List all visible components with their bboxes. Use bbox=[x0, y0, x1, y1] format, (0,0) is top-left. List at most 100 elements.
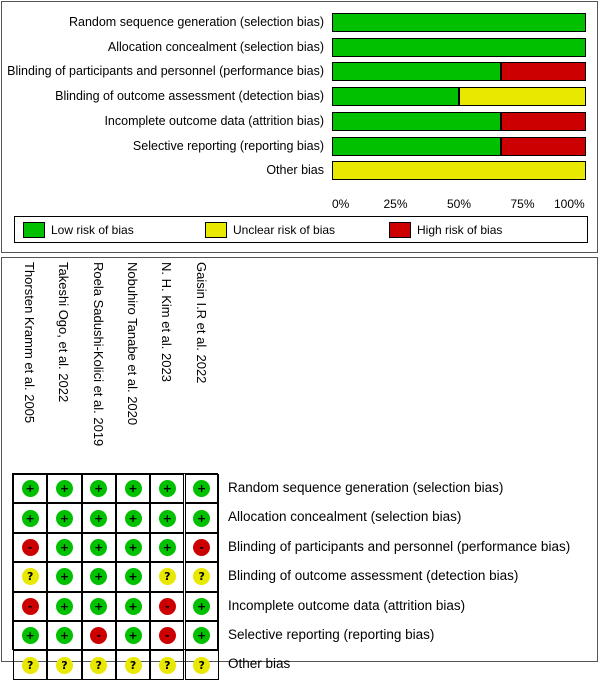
judgement-dot: + bbox=[158, 538, 176, 556]
judgement-dot: ? bbox=[21, 568, 39, 586]
judgement-cell: + bbox=[184, 503, 219, 533]
bar-segment bbox=[501, 136, 586, 156]
judgement-dot: ? bbox=[193, 568, 211, 586]
judgement-dot: + bbox=[90, 509, 108, 527]
judgement-dot: + bbox=[124, 480, 142, 498]
judgement-dot: - bbox=[158, 597, 176, 615]
judgement-dot: ? bbox=[21, 656, 39, 674]
domain-label: Incomplete outcome data (attrition bias) bbox=[228, 597, 466, 613]
legend-swatch bbox=[205, 222, 227, 238]
judgement-cell: + bbox=[81, 532, 116, 563]
judgement-cell: - bbox=[184, 532, 219, 563]
judgement-cell: + bbox=[115, 532, 151, 563]
judgement-dot: + bbox=[90, 480, 108, 498]
judgement-cell: + bbox=[13, 621, 48, 651]
judgement-cell: - bbox=[150, 591, 185, 621]
legend: Low risk of bias Unclear risk of bias High… bbox=[14, 216, 588, 243]
bar-category-label: Allocation concealment (selection bias) bbox=[107, 39, 324, 54]
bar-category-label: Selective reporting (reporting bias) bbox=[132, 138, 324, 153]
judgement-dot: + bbox=[124, 538, 142, 556]
bar-segment bbox=[459, 87, 586, 107]
judgement-cell: + bbox=[184, 621, 219, 651]
study-label: Thorsten Kramm et al. 2005 bbox=[22, 262, 38, 424]
judgement-dot: + bbox=[193, 509, 211, 527]
study-label: Nobuhiro Tanabe et al. 2020 bbox=[125, 262, 141, 426]
bar-segment bbox=[332, 37, 586, 57]
legend-swatch bbox=[389, 222, 411, 238]
judgement-cell: + bbox=[115, 474, 151, 504]
judgement-dot: ? bbox=[158, 568, 176, 586]
judgement-dot: + bbox=[193, 597, 211, 615]
judgement-dot: + bbox=[124, 568, 142, 586]
judgement-cell: + bbox=[115, 591, 151, 621]
judgement-dot: + bbox=[124, 597, 142, 615]
bar-row bbox=[332, 136, 586, 156]
judgement-dot: ? bbox=[193, 656, 211, 674]
judgement-cell: - bbox=[13, 532, 48, 563]
judgement-cell: + bbox=[81, 562, 116, 592]
judgement-dot: - bbox=[21, 538, 39, 556]
judgement-dot: + bbox=[158, 509, 176, 527]
judgement-dot: + bbox=[21, 480, 39, 498]
judgement-cell: ? bbox=[150, 650, 185, 680]
judgement-cell: + bbox=[115, 503, 151, 533]
study-label: Roela Sadushi-Kolici et al. 2019 bbox=[90, 262, 106, 447]
bar-category-label: Blinding of outcome assessment (detectio… bbox=[55, 89, 324, 104]
x-tick-label: 25% bbox=[383, 197, 408, 211]
legend-label: Low risk of bias bbox=[51, 223, 134, 237]
judgement-dot: + bbox=[193, 627, 211, 645]
judgement-cell: + bbox=[47, 474, 82, 504]
judgement-cell: - bbox=[150, 621, 185, 651]
judgement-cell: + bbox=[184, 474, 219, 504]
judgement-dot: + bbox=[21, 509, 39, 527]
study-label: N. H. Kim et al. 2023 bbox=[159, 262, 175, 382]
judgement-cell: - bbox=[13, 591, 48, 621]
judgement-dot: + bbox=[193, 480, 211, 498]
bar-segment bbox=[332, 87, 459, 107]
bar-row bbox=[332, 62, 586, 82]
judgement-cell: + bbox=[150, 532, 185, 563]
judgement-dot: + bbox=[90, 568, 108, 586]
study-label: Gaisin I.R et al. 2022 bbox=[193, 262, 209, 384]
bar-category-label: Other bias bbox=[266, 163, 324, 178]
judgement-cell: + bbox=[81, 474, 116, 504]
judgement-dot: ? bbox=[55, 656, 73, 674]
judgement-cell: + bbox=[115, 562, 151, 592]
bar-row bbox=[332, 13, 586, 32]
judgement-dot: - bbox=[21, 597, 39, 615]
judgement-dot: + bbox=[21, 627, 39, 645]
judgement-dot: + bbox=[158, 480, 176, 498]
bar-segment bbox=[501, 62, 586, 82]
x-tick-label: 50% bbox=[447, 197, 472, 211]
judgement-cell: ? bbox=[13, 562, 48, 592]
judgement-dot: + bbox=[55, 568, 73, 586]
bar-segment bbox=[332, 161, 586, 181]
judgement-cell: ? bbox=[150, 562, 185, 592]
bar-row bbox=[332, 37, 586, 57]
judgement-dot: - bbox=[90, 627, 108, 645]
bar-segment bbox=[332, 111, 502, 131]
judgement-dot: + bbox=[90, 597, 108, 615]
legend-label: Unclear risk of bias bbox=[233, 223, 336, 237]
judgement-cell: ? bbox=[81, 650, 116, 680]
judgement-cell: + bbox=[81, 503, 116, 533]
judgement-cell: + bbox=[150, 474, 185, 504]
bar-category-label: Blinding of participants and personnel (… bbox=[7, 64, 324, 79]
judgement-dot: + bbox=[55, 538, 73, 556]
legend-swatch bbox=[23, 222, 45, 238]
x-tick-label: 0% bbox=[332, 197, 350, 211]
judgement-dot: + bbox=[90, 538, 108, 556]
judgement-cell: + bbox=[47, 591, 82, 621]
bar-category-label: Random sequence generation (selection bi… bbox=[68, 15, 324, 29]
judgement-dot: + bbox=[55, 509, 73, 527]
bar-row bbox=[332, 111, 586, 131]
judgement-cell: + bbox=[47, 562, 82, 592]
bar-segment bbox=[501, 111, 586, 131]
judgement-cell: + bbox=[13, 474, 48, 504]
judgement-cell: ? bbox=[184, 650, 219, 680]
bar-row bbox=[332, 161, 586, 181]
judgement-cell: ? bbox=[184, 562, 219, 592]
legend-label: High risk of bias bbox=[417, 223, 503, 237]
domain-label: Selective reporting (reporting bias) bbox=[228, 627, 435, 642]
bar-category-label: Incomplete outcome data (attrition bias) bbox=[104, 113, 324, 128]
